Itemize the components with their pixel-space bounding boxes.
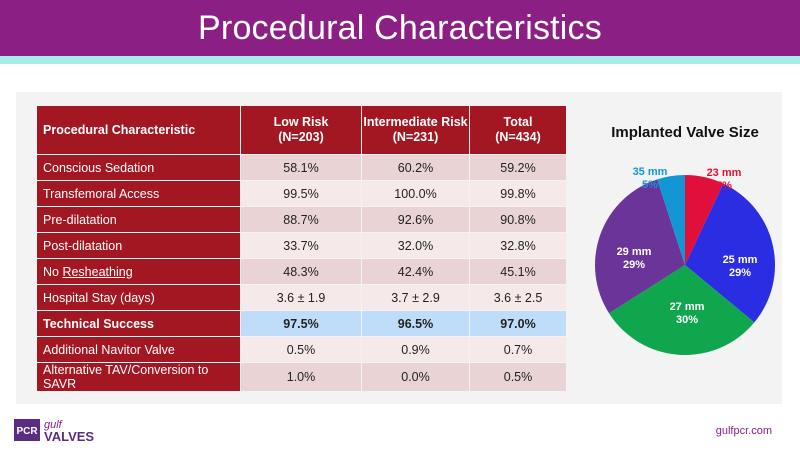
gulf-valves-logo: PCR gulf VALVES [14,414,114,449]
table-row: Post-dilatation 33.7% 32.0% 32.8% [37,233,566,258]
table-row: Additional Navitor Valve 0.5% 0.9% 0.7% [37,337,566,362]
cell-low: 99.5% [241,181,361,206]
pie-label-size: 27 mm [670,301,705,313]
cell-total: 90.8% [470,207,566,232]
pie-label-percent: 7% [716,180,732,192]
cell-low: 97.5% [241,311,361,336]
pie-slices [595,175,775,355]
pie-label-percent: 29% [623,259,645,271]
row-label: Alternative TAV/Conversion to SAVR [37,363,240,391]
cell-low: 3.6 ± 1.9 [241,285,361,310]
cell-low: 1.0% [241,363,361,391]
table-header-row: Procedural Characteristic Low Risk (N=203… [37,106,566,154]
pie-label-size: 29 mm [617,246,652,258]
pie-slice-27mm [609,265,755,355]
cell-mid: 100.0% [362,181,469,206]
logo-graphic: PCR gulf VALVES [14,419,94,444]
table-row: Alternative TAV/Conversion to SAVR 1.0% … [37,363,566,391]
table-row: No Resheathing 48.3% 42.4% 45.1% [37,259,566,284]
cell-total: 99.8% [470,181,566,206]
chart-title: Implanted Valve Size [611,124,759,141]
pie-label-size: 23 mm [707,167,742,179]
cell-mid: 0.9% [362,337,469,362]
title-stripe [0,56,800,64]
cell-low: 33.7% [241,233,361,258]
pie-label-percent: 29% [729,267,751,279]
header-characteristic: Procedural Characteristic [37,106,240,154]
cell-mid: 42.4% [362,259,469,284]
cell-mid: 92.6% [362,207,469,232]
pie-slice-35mm [657,175,685,265]
row-label: Pre-dilatation [37,207,240,232]
svg-text:gulf: gulf [44,419,63,431]
header-low-risk: Low Risk (N=203) [241,106,361,154]
header-total: Total (N=434) [470,106,566,154]
cell-low: 0.5% [241,337,361,362]
cell-low: 58.1% [241,155,361,180]
pie-label-size: 35 mm [633,166,668,178]
cell-total: 3.6 ± 2.5 [470,285,566,310]
cell-total: 0.7% [470,337,566,362]
cell-mid: 60.2% [362,155,469,180]
pie-label-percent: 30% [676,314,698,326]
pie-label-percent: 5% [642,179,658,191]
row-label: Transfemoral Access [37,181,240,206]
pie-slice-25mm [685,183,775,323]
cell-mid: 32.0% [362,233,469,258]
row-label: Hospital Stay (days) [37,285,240,310]
cell-total: 0.5% [470,363,566,391]
site-url[interactable]: gulfpcr.com [715,425,772,437]
pie-slice-23mm [685,175,724,265]
cell-mid: 96.5% [362,311,469,336]
svg-text:VALVES: VALVES [44,429,94,444]
row-label: Technical Success [37,311,240,336]
row-label: No Resheathing [37,259,240,284]
row-label: Additional Navitor Valve [37,337,240,362]
cell-total: 45.1% [470,259,566,284]
cell-low: 88.7% [241,207,361,232]
table-row: Hospital Stay (days) 3.6 ± 1.9 3.7 ± 2.9… [37,285,566,310]
slide-title: Procedural Characteristics [198,8,602,47]
cell-low: 48.3% [241,259,361,284]
svg-text:PCR: PCR [16,426,38,437]
row-label: Post-dilatation [37,233,240,258]
pie-slice-29mm [595,179,685,314]
title-bar: Procedural Characteristics [0,0,800,56]
procedural-table: Procedural Characteristic Low Risk (N=203… [36,105,567,392]
pie-label-size: 25 mm [723,254,758,266]
cell-total: 97.0% [470,311,566,336]
row-label: Conscious Sedation [37,155,240,180]
cell-mid: 3.7 ± 2.9 [362,285,469,310]
table-row: Transfemoral Access 99.5% 100.0% 99.8% [37,181,566,206]
header-intermediate-risk: Intermediate Risk (N=231) [362,106,469,154]
cell-total: 32.8% [470,233,566,258]
table-row-highlight: Technical Success 97.5% 96.5% 97.0% [37,311,566,336]
table-row: Pre-dilatation 88.7% 92.6% 90.8% [37,207,566,232]
cell-mid: 0.0% [362,363,469,391]
table-row: Conscious Sedation 58.1% 60.2% 59.2% [37,155,566,180]
cell-total: 59.2% [470,155,566,180]
